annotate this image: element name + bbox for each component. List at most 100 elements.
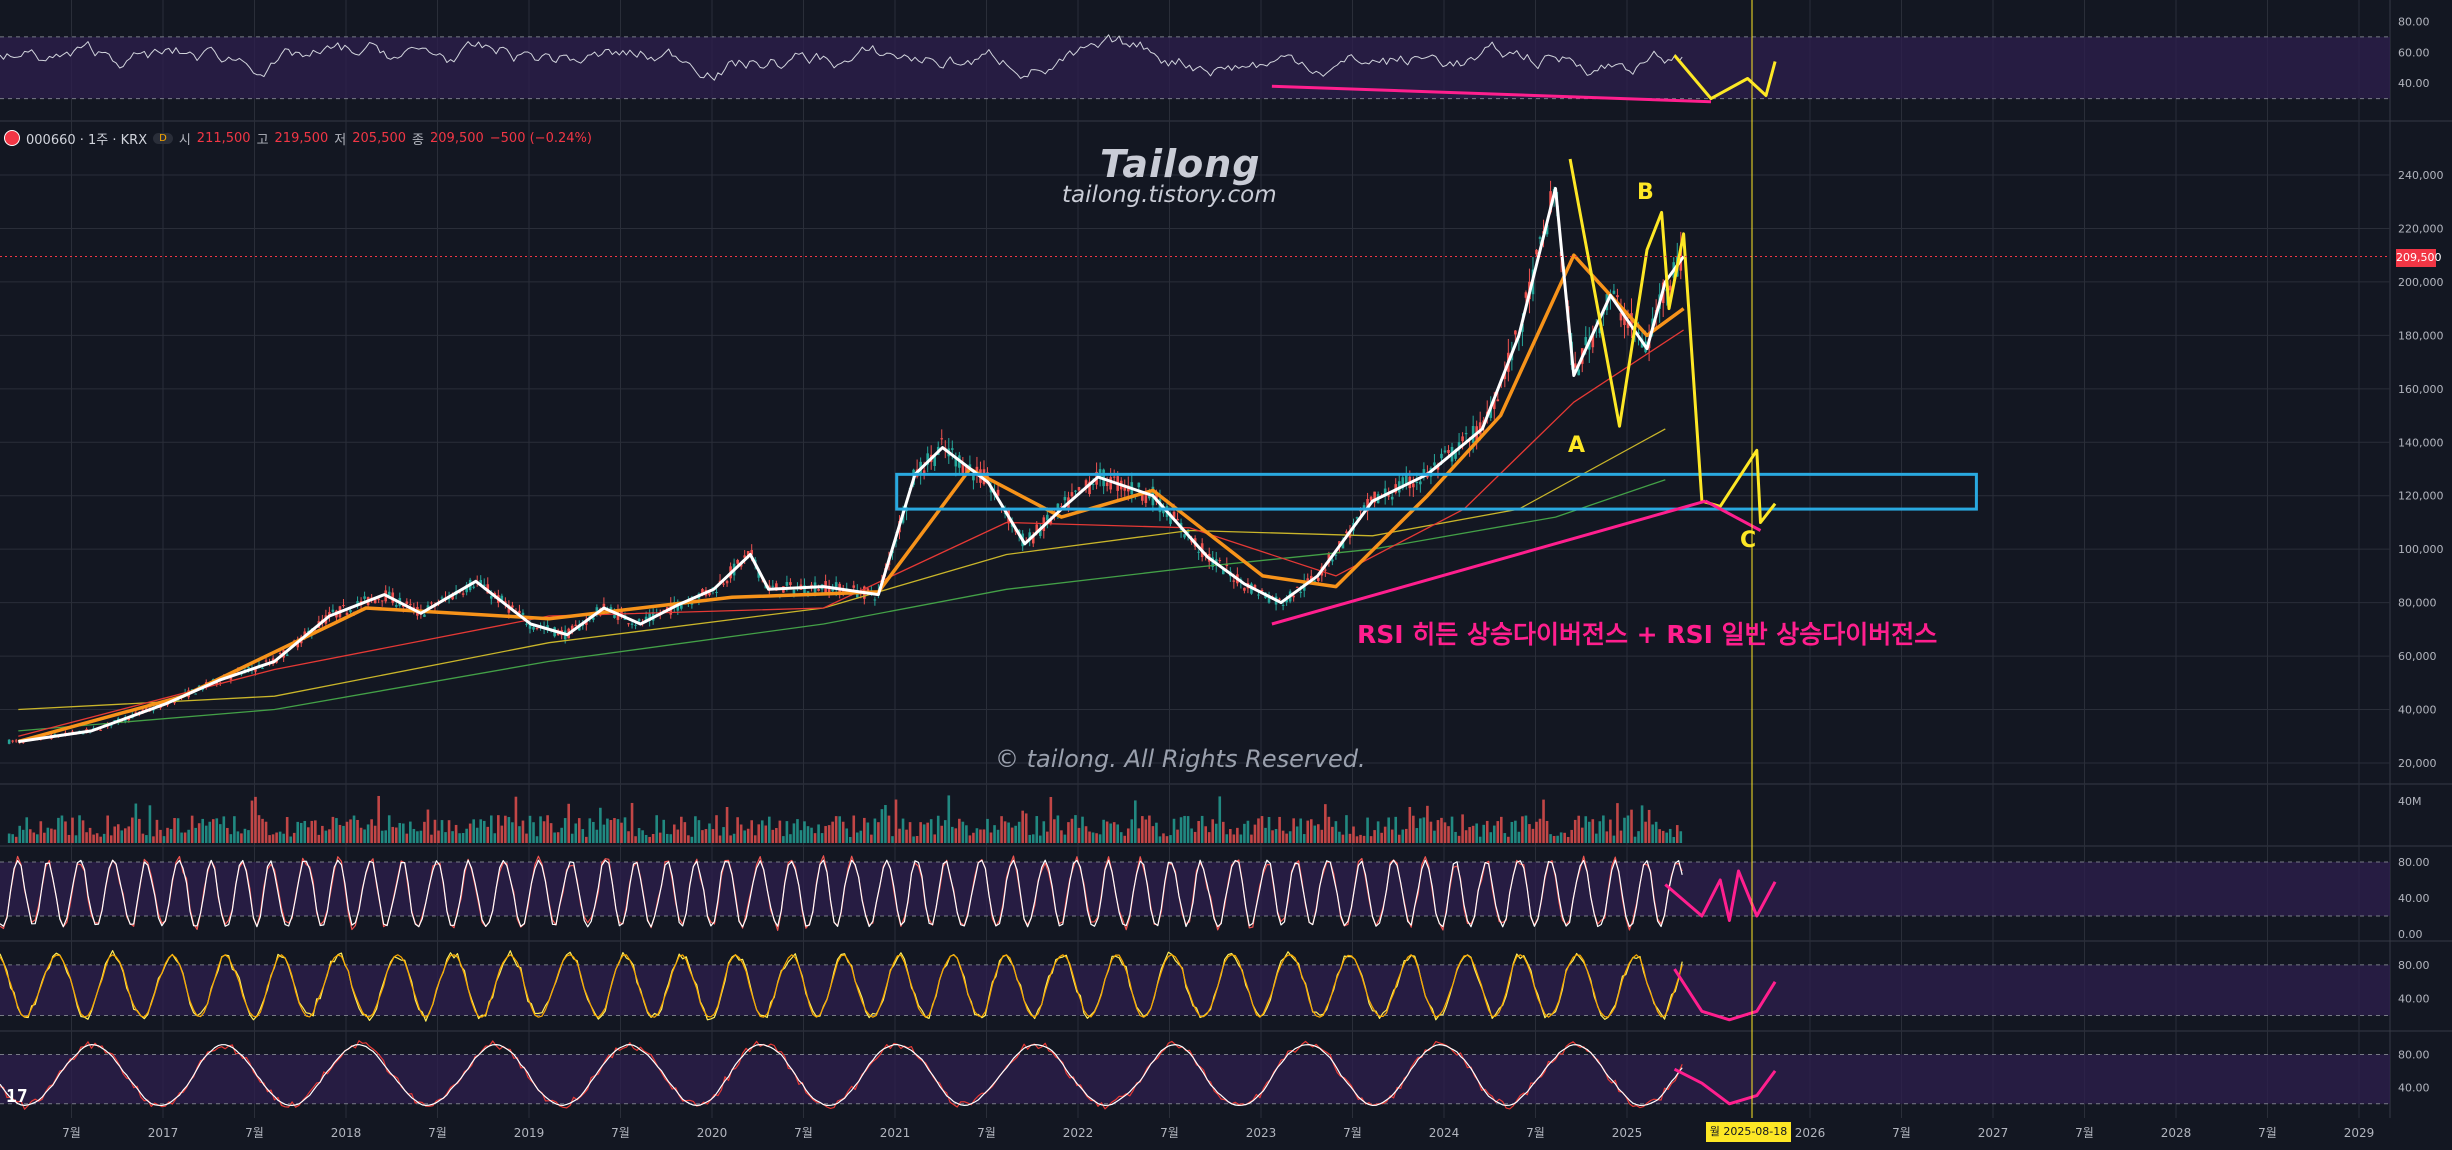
volume-bar: [1253, 824, 1257, 843]
volume-bar: [1141, 816, 1144, 843]
timeframe-badge[interactable]: D: [153, 132, 173, 144]
candle-body: [701, 589, 704, 594]
candle-body: [306, 630, 310, 632]
volume-bar: [1334, 821, 1338, 843]
volume-bar: [1137, 828, 1141, 843]
candle-body: [1366, 499, 1369, 512]
ma-fast-line: [17, 253, 1685, 744]
volume-bar: [1542, 799, 1545, 843]
volume-bar: [1081, 816, 1084, 843]
volume-bar: [120, 830, 124, 843]
volume-bar: [176, 818, 180, 843]
price-axis-label: 40,000: [2398, 704, 2437, 717]
candle-body: [810, 584, 813, 586]
watermark-copyright: © tailong. All Rights Reserved.: [995, 745, 1366, 773]
volume-bar: [1144, 819, 1148, 843]
candle-body: [380, 600, 384, 602]
volume-bar: [1338, 831, 1341, 843]
close-label: 종: [412, 132, 424, 148]
volume-bar: [722, 827, 725, 843]
stoch-rsi-projection: [1664, 869, 1777, 922]
candle-body: [951, 448, 954, 450]
volume-bar: [1271, 830, 1274, 843]
volume-bar: [402, 823, 405, 843]
volume-bar: [451, 831, 454, 843]
volume-bar: [511, 822, 514, 843]
candle-body: [430, 602, 433, 604]
candle-body: [1028, 532, 1032, 541]
volume-bar: [1105, 821, 1109, 843]
volume-bar: [497, 815, 500, 843]
volume-bar: [36, 834, 39, 843]
volume-bar: [1633, 836, 1637, 843]
candle-body: [975, 466, 979, 473]
candle-body: [14, 740, 18, 742]
volume-bar: [975, 828, 979, 843]
candle-body: [1355, 517, 1359, 519]
volume-bar: [1616, 803, 1619, 843]
candle-body: [264, 660, 268, 662]
symbol-label[interactable]: 000660 · 1주 · KRX: [26, 132, 148, 148]
volume-bar: [1232, 834, 1236, 843]
volume-bar: [996, 829, 1000, 843]
volume-bar: [732, 833, 736, 843]
x-tick-label: 2028: [2161, 1126, 2192, 1140]
candle-body: [1345, 531, 1348, 534]
volume-bar: [859, 830, 863, 843]
volume-bar: [620, 822, 623, 843]
volume-bar: [922, 824, 926, 843]
volume-bar: [627, 831, 630, 843]
candle-body: [1461, 436, 1464, 442]
osc-axis-label: 80.00: [2398, 959, 2430, 972]
volume-bar: [500, 825, 504, 843]
candle-body: [1362, 505, 1366, 510]
candle-body: [546, 625, 549, 630]
volume-bar: [1119, 832, 1123, 843]
x-tick-label: 7월: [794, 1126, 813, 1140]
tradingview-logo-icon[interactable]: 17: [6, 1086, 28, 1107]
volume-bar: [1098, 834, 1102, 843]
volume-bar: [1035, 816, 1039, 843]
candle-body: [1616, 295, 1619, 298]
volume-bar: [1352, 826, 1355, 843]
volume-bar: [145, 835, 148, 843]
volume-bar: [1668, 828, 1672, 843]
volume-bar: [817, 824, 820, 843]
volume-bar: [1637, 831, 1640, 843]
volume-bar: [532, 822, 535, 843]
candle-body: [708, 592, 711, 596]
candle-body: [630, 623, 634, 625]
volume-bar: [1264, 827, 1267, 843]
volume-bar: [1320, 829, 1324, 843]
candle-body: [1038, 530, 1042, 536]
candle-body: [303, 631, 307, 636]
volume-bar: [173, 817, 176, 843]
volume-bar: [1559, 832, 1563, 843]
candle-body: [155, 704, 159, 707]
volume-bar: [982, 829, 986, 843]
support-box: [895, 472, 1978, 511]
candle-body: [257, 664, 261, 666]
volume-bar: [1440, 817, 1443, 843]
volume-bar: [285, 817, 289, 843]
candle-body: [152, 709, 155, 711]
price-divergence-line-short: [1704, 499, 1762, 532]
volume-bar: [1605, 831, 1609, 843]
candle-body: [722, 583, 725, 585]
candle-body: [1383, 488, 1387, 497]
candle-body: [1612, 290, 1616, 294]
candle-body: [648, 613, 651, 622]
candle-body: [1077, 487, 1081, 491]
volume-bar: [507, 817, 511, 843]
candle-body: [482, 584, 486, 587]
candle-body: [1412, 483, 1415, 488]
volume-bar: [799, 830, 803, 843]
volume-bar: [1640, 805, 1644, 843]
candle-body: [972, 473, 975, 481]
volume-bar: [697, 820, 701, 843]
volume-bar: [873, 818, 877, 843]
volume-bar: [1475, 823, 1478, 843]
volume-bar: [866, 822, 870, 843]
candle-body: [194, 693, 197, 695]
